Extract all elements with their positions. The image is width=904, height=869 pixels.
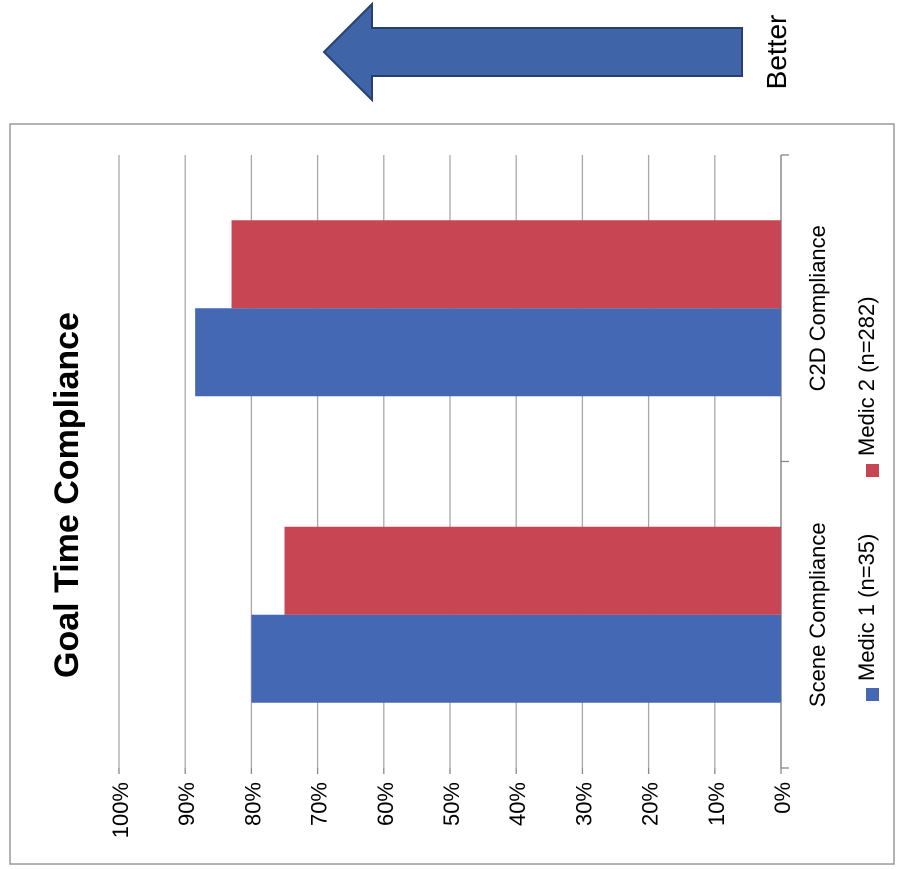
- chart-title: Goal Time Compliance: [48, 312, 86, 678]
- value-tick-label: 0%: [770, 782, 795, 814]
- value-tick-label: 100%: [108, 782, 133, 838]
- better-direction-arrow: [322, 1, 743, 103]
- bars: [195, 220, 782, 703]
- bar-medic-2: [284, 526, 781, 615]
- value-tick-label: 10%: [704, 782, 729, 826]
- bar-medic-1: [195, 308, 781, 397]
- value-tick-label: 20%: [638, 782, 663, 826]
- value-axis: 0% 10% 20% 30% 40% 50% 60% 70% 80% 90% 100%: [108, 768, 795, 838]
- legend-swatch: [866, 464, 879, 477]
- value-tick-label: 90%: [174, 782, 199, 826]
- legend-label: Medic 2 (n=282): [854, 296, 879, 456]
- legend-label: Medic 1 (n=35): [854, 534, 879, 681]
- value-tick-label: 80%: [240, 782, 265, 826]
- value-tick-label: 50%: [439, 782, 464, 826]
- value-tick-label: 70%: [307, 782, 332, 826]
- value-tick-label: 60%: [373, 782, 398, 826]
- legend-swatch: [866, 688, 879, 701]
- legend: Medic 1 (n=35) Medic 2 (n=282): [854, 296, 879, 701]
- bar-medic-1: [251, 614, 781, 703]
- category-label: C2D Compliance: [805, 225, 830, 391]
- bar-medic-2: [231, 220, 782, 309]
- category-label: Scene Compliance: [805, 522, 830, 707]
- better-label: Better: [761, 15, 792, 90]
- category-axis: Scene Compliance C2D Compliance: [781, 154, 830, 769]
- value-tick-label: 30%: [571, 782, 596, 826]
- value-tick-label: 40%: [505, 782, 530, 826]
